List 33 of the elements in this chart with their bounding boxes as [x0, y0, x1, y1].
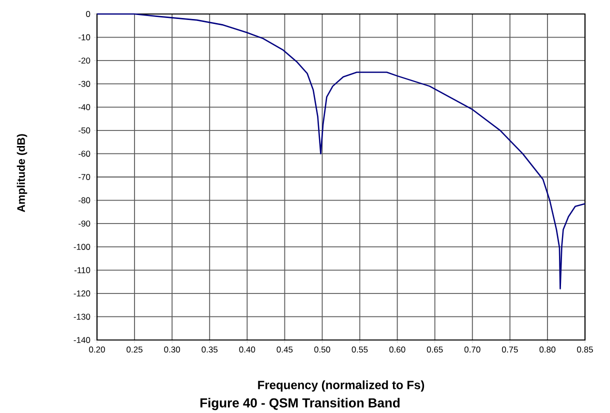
y-tick-label: -60 [78, 150, 90, 157]
y-tick-label: 0 [86, 10, 90, 17]
y-tick-label: -140 [74, 336, 90, 343]
x-tick-label: 0.85 [577, 346, 593, 352]
y-tick-label: -130 [74, 314, 90, 320]
x-tick-label: 0.80 [540, 346, 556, 352]
x-tick-label: 0.65 [426, 346, 443, 352]
y-tick-label: -120 [74, 290, 90, 296]
y-tick-label: -70 [78, 174, 90, 180]
x-tick-label: 0.60 [389, 346, 406, 352]
x-tick-label: 0.30 [164, 346, 180, 352]
x-tick-label: 0.35 [202, 346, 218, 352]
x-tick-label: 0.40 [239, 346, 256, 352]
y-tick-label: -110 [74, 266, 90, 273]
x-tick-label: 0.20 [89, 346, 105, 352]
y-tick-label: -80 [78, 197, 90, 204]
y-tick-label: -40 [78, 104, 90, 110]
text: Figure 40 - QSM Transition Band [200, 398, 400, 410]
x-tick-label: 0.75 [502, 346, 518, 352]
x-tick-label: 0.70 [464, 346, 480, 352]
y-tick-label: -20 [78, 57, 90, 64]
x-tick-label: 0.25 [126, 346, 142, 352]
x-tick-label: 0.55 [352, 346, 368, 352]
y-tick-label: -30 [78, 80, 90, 87]
x-axis-title: Frequency (normalized to Fs) [258, 380, 424, 392]
y-tick-label: -10 [78, 34, 90, 40]
x-tick-label: 0.50 [314, 346, 330, 352]
y-tick-label: -50 [78, 127, 90, 134]
y-axis-title: Amplitude (dB) [16, 134, 28, 212]
y-tick-label: -100 [74, 244, 90, 250]
x-tick-label: 0.45 [276, 346, 293, 352]
line-series [96, 13, 586, 290]
y-tick-label: -90 [78, 220, 90, 226]
